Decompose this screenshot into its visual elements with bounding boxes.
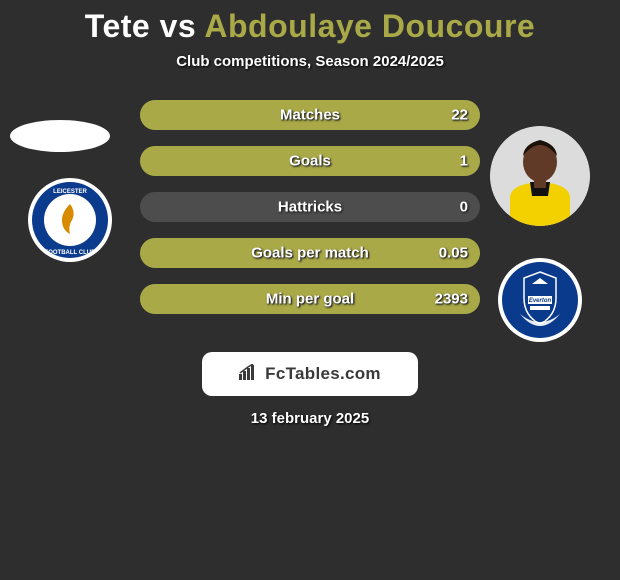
club-badge-left: LEICESTER FOOTBALL CLUB [28,178,112,262]
svg-text:1878: 1878 [535,317,546,322]
snapshot-date: 13 february 2025 [0,410,620,427]
stat-bar: Hattricks 0 [140,192,480,222]
stat-bars: Matches 22 Goals 1 Hattricks 0 Goals per match… [140,100,480,330]
stat-bar: Goals per match 0.05 [140,238,480,268]
comparison-stage: Matches 22 Goals 1 Hattricks 0 Goals per match… [0,100,620,360]
svg-text:FOOTBALL CLUB: FOOTBALL CLUB [45,250,97,256]
stat-value: 2393 [435,291,468,308]
stat-label: Goals [289,153,331,170]
stat-value: 0.05 [439,245,468,262]
stat-bar: Goals 1 [140,146,480,176]
player1-avatar [10,120,110,152]
stat-value: 0 [460,199,468,216]
player2-avatar [490,126,590,226]
source-text: FcTables.com [265,364,381,384]
stat-label: Matches [280,107,340,124]
comparison-title: Tete vs Abdoulaye Doucoure [0,0,620,45]
club-badge-right: Everton 1878 [498,258,582,342]
stat-value: 22 [451,107,468,124]
svg-text:Everton: Everton [529,298,552,304]
svg-text:LEICESTER: LEICESTER [53,189,87,195]
chart-icon [239,364,259,385]
stat-label: Hattricks [278,199,342,216]
player2-name: Abdoulaye Doucoure [204,8,535,44]
subtitle: Club competitions, Season 2024/2025 [0,53,620,70]
stat-value: 1 [460,153,468,170]
stat-label: Goals per match [251,245,369,262]
stat-label: Min per goal [266,291,354,308]
stat-bar: Matches 22 [140,100,480,130]
player1-name: Tete [85,8,150,44]
vs-word: vs [160,8,197,44]
source-badge: FcTables.com [202,352,418,396]
stat-bar: Min per goal 2393 [140,284,480,314]
